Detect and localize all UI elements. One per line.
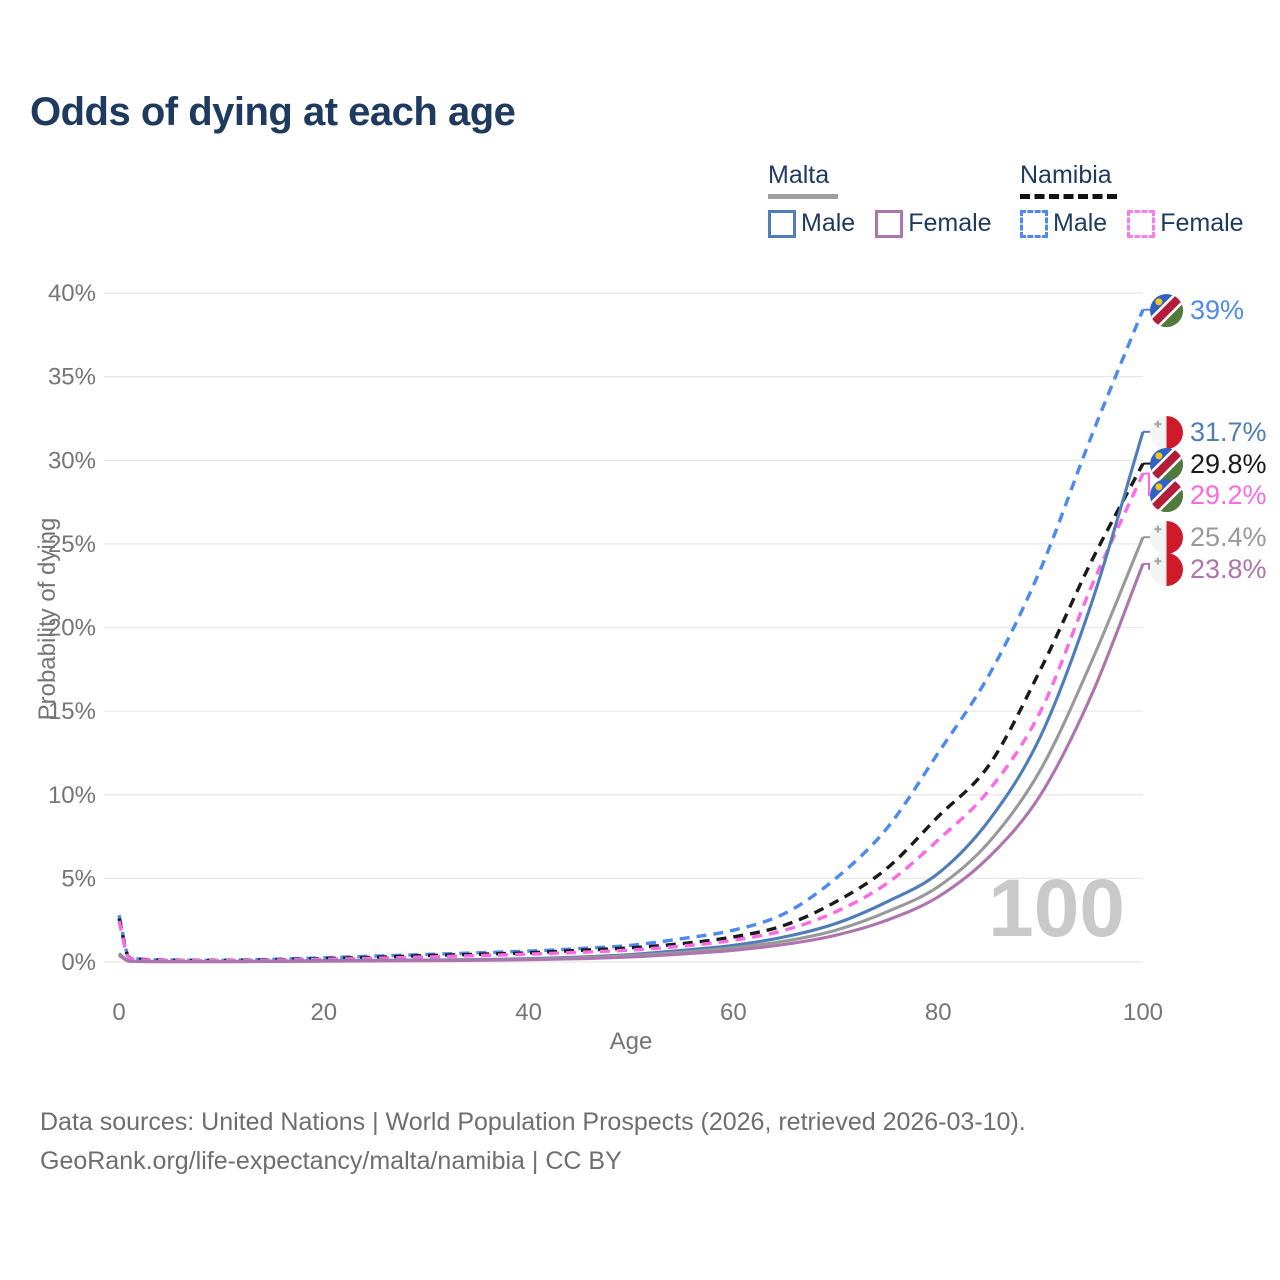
end-label-namibia-both-sexes: 29.8% bbox=[1150, 446, 1267, 482]
hover-age-watermark: 100 bbox=[988, 863, 1125, 954]
y-tick-label: 35% bbox=[48, 364, 96, 391]
malta-female-swatch-icon bbox=[875, 209, 904, 238]
end-label-value: 25.4% bbox=[1190, 521, 1267, 552]
end-label-malta-both-sexes: 25.4% bbox=[1150, 519, 1267, 555]
malta-flag-icon bbox=[1150, 521, 1183, 554]
legend-label: Female bbox=[1160, 209, 1244, 237]
legend-group-title-namibia: Namibia bbox=[1020, 161, 1112, 189]
footer-data-sources: Data sources: United Nations | World Pop… bbox=[40, 1108, 1026, 1136]
legend-item-namibia-male[interactable]: Male bbox=[1020, 209, 1107, 238]
x-axis-title: Age bbox=[609, 1028, 653, 1055]
namibia-female-swatch-icon bbox=[1127, 209, 1156, 238]
y-tick-label: 0% bbox=[61, 949, 96, 976]
y-tick-label: 5% bbox=[61, 865, 96, 892]
line-namibia-male bbox=[117, 309, 1145, 962]
line-malta-female bbox=[118, 563, 1145, 964]
x-tick-label: 80 bbox=[925, 999, 952, 1026]
legend-group-malta: Malta Male Female bbox=[768, 161, 992, 238]
end-label-value: 23.8% bbox=[1190, 553, 1267, 584]
namibia-flag-icon bbox=[1150, 479, 1183, 512]
page-title: Odds of dying at each age bbox=[30, 90, 516, 134]
end-label-malta-female: 23.8% bbox=[1150, 551, 1267, 587]
x-tick-label: 40 bbox=[515, 999, 542, 1026]
end-label-value: 39% bbox=[1190, 294, 1245, 325]
namibia-flag-icon bbox=[1150, 294, 1183, 327]
malta-flag-icon bbox=[1150, 416, 1183, 449]
legend-underline-malta bbox=[768, 194, 838, 199]
namibia-flag-icon bbox=[1150, 448, 1183, 481]
legend-item-malta-male[interactable]: Male bbox=[768, 209, 855, 238]
y-axis-title: Probability of dying bbox=[34, 517, 61, 721]
malta-flag-icon bbox=[1150, 553, 1183, 586]
legend-group-namibia: Namibia Male Female bbox=[1020, 161, 1244, 238]
x-tick-label: 100 bbox=[1123, 999, 1163, 1026]
y-tick-label: 20% bbox=[48, 615, 96, 642]
footer-attribution-link: GeoRank.org/life-expectancy/malta/namibi… bbox=[40, 1147, 622, 1175]
y-tick-label: 15% bbox=[48, 698, 96, 725]
y-tick-label: 30% bbox=[48, 447, 96, 474]
end-label-namibia-female: 29.2% bbox=[1150, 477, 1267, 513]
namibia-male-swatch-icon bbox=[1020, 209, 1048, 238]
legend-underline-namibia bbox=[1020, 194, 1117, 199]
x-tick-label: 60 bbox=[720, 999, 747, 1026]
y-tick-label: 40% bbox=[48, 280, 96, 307]
end-label-value: 29.2% bbox=[1190, 479, 1267, 510]
end-label-value: 29.8% bbox=[1190, 448, 1267, 479]
end-label-value: 31.7% bbox=[1190, 416, 1267, 447]
legend-label: Female bbox=[908, 209, 992, 237]
end-label-malta-male: 31.7% bbox=[1150, 414, 1267, 450]
legend-group-title-malta: Malta bbox=[768, 161, 830, 189]
y-tick-label: 25% bbox=[48, 531, 96, 558]
legend-label: Male bbox=[801, 209, 856, 237]
malta-male-swatch-icon bbox=[768, 209, 796, 238]
legend-label: Male bbox=[1053, 209, 1108, 237]
end-label-namibia-male: 39% bbox=[1150, 292, 1244, 328]
x-tick-label: 20 bbox=[310, 999, 337, 1026]
legend-item-malta-female[interactable]: Female bbox=[875, 209, 992, 238]
y-tick-label: 10% bbox=[48, 782, 96, 809]
legend-item-namibia-female[interactable]: Female bbox=[1127, 209, 1244, 238]
x-tick-label: 0 bbox=[112, 999, 125, 1026]
